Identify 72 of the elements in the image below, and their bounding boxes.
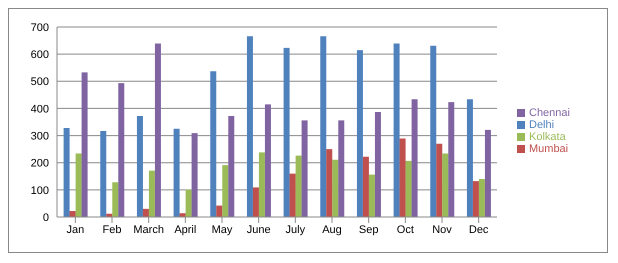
x-tick-label: April: [174, 224, 196, 236]
bar: [338, 120, 344, 217]
y-tick-label: 300: [30, 130, 49, 142]
bar: [368, 174, 375, 217]
bar: [252, 187, 259, 217]
x-tick-label: Feb: [102, 224, 122, 236]
bar: [174, 128, 180, 217]
x-tick-label: June: [246, 224, 271, 236]
bar: [478, 179, 485, 217]
bar: [106, 214, 112, 217]
bar: [154, 44, 161, 217]
x-tick-label: Nov: [432, 224, 452, 236]
bar: [430, 46, 436, 217]
bar: [64, 128, 70, 217]
bar: [332, 160, 338, 217]
bar: [148, 170, 155, 217]
x-tick-label: Sep: [358, 224, 378, 236]
bar: [76, 153, 82, 217]
bar: [192, 133, 198, 217]
bar: [436, 144, 442, 217]
legend-label: Mumbai: [529, 142, 568, 154]
x-tick-label: July: [286, 224, 306, 236]
bar: [400, 138, 406, 217]
y-tick-label: 700: [30, 22, 49, 34]
bar: [264, 104, 271, 217]
bar: [180, 213, 186, 217]
bar: [210, 71, 216, 217]
bar: [442, 153, 448, 217]
bar: [222, 165, 228, 217]
bar: [394, 44, 400, 217]
bar: [118, 83, 124, 217]
bar: [374, 112, 381, 217]
bar: [466, 99, 473, 217]
x-tick-label: Dec: [468, 224, 489, 236]
bar: [246, 36, 253, 217]
bar: [320, 36, 326, 217]
bar: [296, 156, 302, 217]
bar: [362, 156, 369, 217]
legend-label: Delhi: [529, 118, 554, 130]
bar: [406, 160, 412, 217]
bar: [484, 130, 491, 217]
bar: [70, 211, 76, 217]
y-tick-label: 200: [30, 158, 49, 170]
bar: [258, 152, 265, 217]
y-tick-label: 100: [30, 184, 49, 197]
y-tick-label: 500: [30, 76, 49, 88]
bar: [186, 190, 192, 217]
x-tick-label: March: [133, 224, 164, 236]
bar: [82, 72, 88, 217]
legend-label: Chennai: [529, 106, 570, 118]
bar: [412, 99, 418, 217]
bar: [448, 102, 454, 217]
bar: [290, 174, 296, 217]
bar: [228, 116, 234, 217]
bar: [142, 208, 149, 217]
bar: [302, 120, 308, 217]
bar: [136, 116, 143, 217]
bar: [356, 50, 363, 217]
x-tick-label: Aug: [322, 224, 342, 236]
bar: [326, 149, 332, 217]
y-tick-label: 600: [30, 49, 49, 62]
x-tick-label: May: [212, 224, 233, 236]
y-tick-label: 0: [42, 212, 49, 224]
y-tick-label: 400: [30, 103, 49, 116]
bar: [472, 181, 479, 217]
x-tick-label: Jan: [66, 224, 84, 236]
bar: [284, 48, 290, 217]
x-tick-label: Oct: [396, 224, 414, 236]
bar: [216, 206, 222, 217]
bar: [112, 182, 118, 217]
bar: [100, 130, 106, 217]
legend-label: Kolkata: [529, 130, 566, 142]
